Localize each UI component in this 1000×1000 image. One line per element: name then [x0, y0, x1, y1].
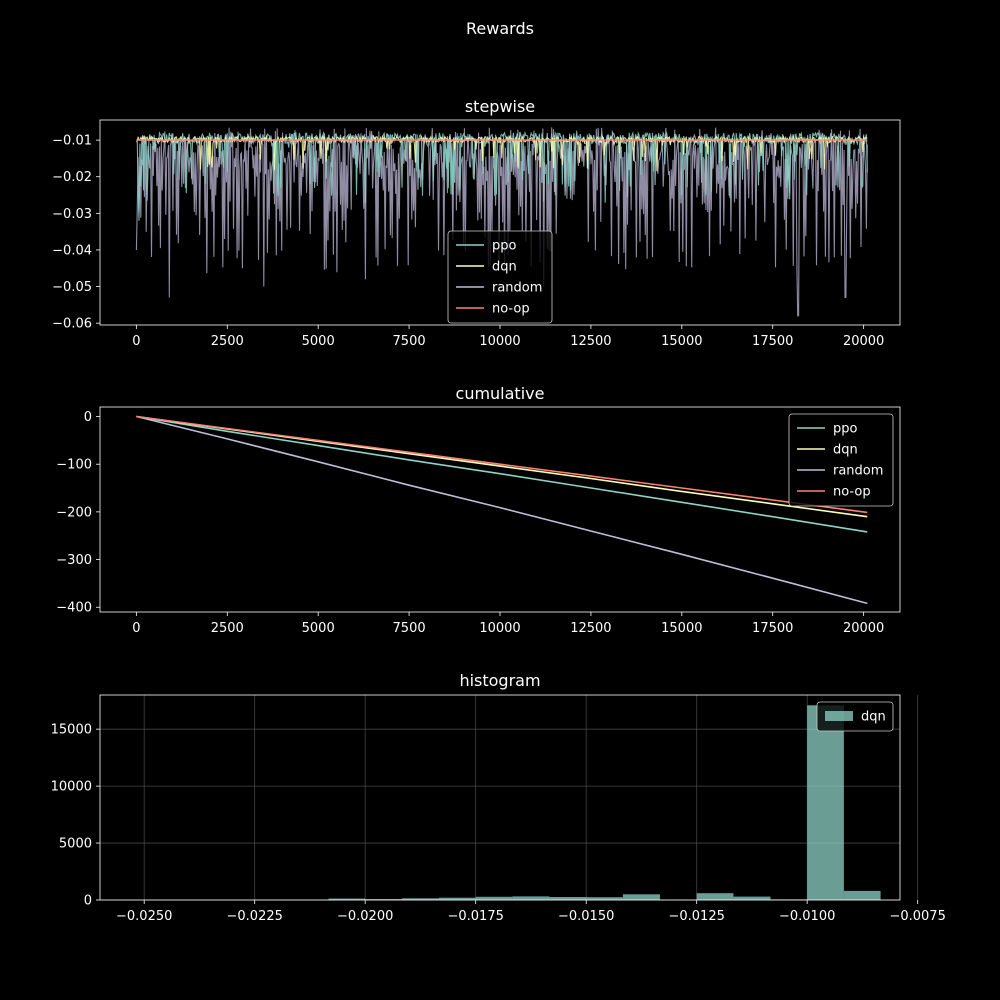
cumulative-series-random — [136, 415, 868, 605]
histogram-xtick-label-1: −0.0225 — [227, 909, 283, 924]
stepwise-ytick-label-3: −0.03 — [52, 207, 92, 222]
cumulative-xtick-label-0: 0 — [132, 621, 140, 636]
histogram-bar-10 — [512, 896, 550, 900]
cumulative-series-ppo — [136, 415, 868, 533]
histogram-xtick-label-0: −0.0250 — [116, 909, 172, 924]
cumulative-ytick-label-4: 0 — [84, 410, 92, 425]
stepwise-axes-frame — [99, 119, 901, 326]
histogram-ytick-label-2: 10000 — [51, 780, 92, 795]
stepwise-legend-box — [447, 230, 553, 324]
stepwise-ytick-label-1: −0.05 — [52, 280, 92, 295]
stepwise-series-random — [135, 127, 868, 317]
stepwise-legend-label-3: no-op — [492, 302, 530, 317]
cumulative-xtick-label-6: 15000 — [661, 621, 702, 636]
histogram-xtick-label-7: −0.0075 — [889, 909, 945, 924]
cumulative-xtick-label-2: 5000 — [302, 621, 335, 636]
cumulative-xtick-label-4: 10000 — [479, 621, 520, 636]
histogram-axes-frame — [99, 694, 901, 901]
histogram-ytick-label-0: 0 — [84, 894, 92, 909]
histogram-bar-19 — [843, 890, 881, 900]
histogram-xtick-label-2: −0.0200 — [337, 909, 393, 924]
cumulative-xtick-label-3: 7500 — [393, 621, 426, 636]
cumulative-ytick-label-1: −300 — [56, 553, 92, 568]
cumulative-legend-label-0: ppo — [833, 422, 858, 437]
histogram-xtick-label-6: −0.0100 — [779, 909, 835, 924]
histogram-bar-7 — [401, 898, 439, 900]
figure-title: Rewards — [466, 19, 534, 38]
stepwise-xtick-label-3: 7500 — [393, 334, 426, 349]
stepwise-ytick-label-0: −0.06 — [52, 317, 92, 332]
stepwise-legend-label-1: dqn — [492, 260, 517, 275]
cumulative-ytick-label-0: −400 — [56, 601, 92, 616]
histogram-bar-18 — [807, 705, 844, 901]
cumulative-ytick-label-3: −100 — [56, 458, 92, 473]
histogram-bar-16 — [733, 896, 771, 900]
histogram-bar-12 — [586, 897, 623, 900]
stepwise-xtick-label-1: 2500 — [211, 334, 244, 349]
cumulative-xtick-label-7: 17500 — [752, 621, 793, 636]
histogram-legend-swatch-0 — [825, 711, 853, 721]
histogram-bar-15 — [696, 893, 734, 900]
stepwise-ytick-label-2: −0.04 — [52, 243, 92, 258]
stepwise-legend-label-0: ppo — [492, 239, 517, 254]
cumulative-axes-frame — [99, 406, 901, 613]
stepwise-xtick-label-8: 20000 — [843, 334, 884, 349]
histogram-title: histogram — [459, 671, 540, 690]
cumulative-xtick-label-8: 20000 — [843, 621, 884, 636]
histogram-xtick-label-5: −0.0125 — [668, 909, 724, 924]
stepwise-xtick-label-2: 5000 — [302, 334, 335, 349]
cumulative-legend-box — [788, 413, 894, 507]
cumulative-legend-label-2: random — [833, 464, 883, 479]
stepwise-ytick-label-5: −0.01 — [52, 134, 92, 149]
histogram-ytick-label-3: 15000 — [51, 723, 92, 738]
stepwise-xtick-label-0: 0 — [132, 334, 140, 349]
stepwise-xtick-label-4: 10000 — [479, 334, 520, 349]
histogram-panel: histogram −0.0250 −0.0225 −0.0200 −0.0175 −0… — [51, 671, 946, 924]
histogram-legend-box — [816, 701, 894, 732]
histogram-ytick-label-1: 5000 — [59, 837, 92, 852]
histogram-bar-13 — [622, 894, 660, 900]
histogram-bar-11 — [549, 897, 587, 900]
stepwise-panel: stepwise 0 2500 5000 7500 10000 12500 15000 175… — [52, 97, 901, 349]
cumulative-ytick-label-2: −200 — [56, 505, 92, 520]
cumulative-legend-label-3: no-op — [833, 485, 871, 500]
histogram-bar-5 — [328, 898, 366, 900]
stepwise-xtick-label-5: 12500 — [570, 334, 611, 349]
stepwise-legend-label-2: random — [492, 281, 542, 296]
histogram-bar-9 — [475, 896, 513, 900]
stepwise-ytick-label-4: −0.02 — [52, 170, 92, 185]
histogram-xtick-label-4: −0.0150 — [558, 909, 614, 924]
cumulative-legend-label-1: dqn — [833, 443, 858, 458]
cumulative-xtick-label-5: 12500 — [570, 621, 611, 636]
stepwise-xtick-label-6: 15000 — [661, 334, 702, 349]
cumulative-title: cumulative — [456, 384, 545, 403]
cumulative-panel: cumulative 0 2500 5000 7500 10000 12500 15000 1… — [56, 384, 901, 636]
cumulative-series-no-op — [136, 415, 868, 514]
stepwise-xtick-label-7: 17500 — [752, 334, 793, 349]
cumulative-xtick-label-1: 2500 — [211, 621, 244, 636]
histogram-xtick-label-3: −0.0175 — [447, 909, 503, 924]
histogram-legend-label-0: dqn — [861, 710, 886, 725]
histogram-bar-8 — [439, 897, 476, 900]
histogram-bar-6 — [365, 899, 402, 900]
stepwise-title: stepwise — [465, 97, 535, 116]
